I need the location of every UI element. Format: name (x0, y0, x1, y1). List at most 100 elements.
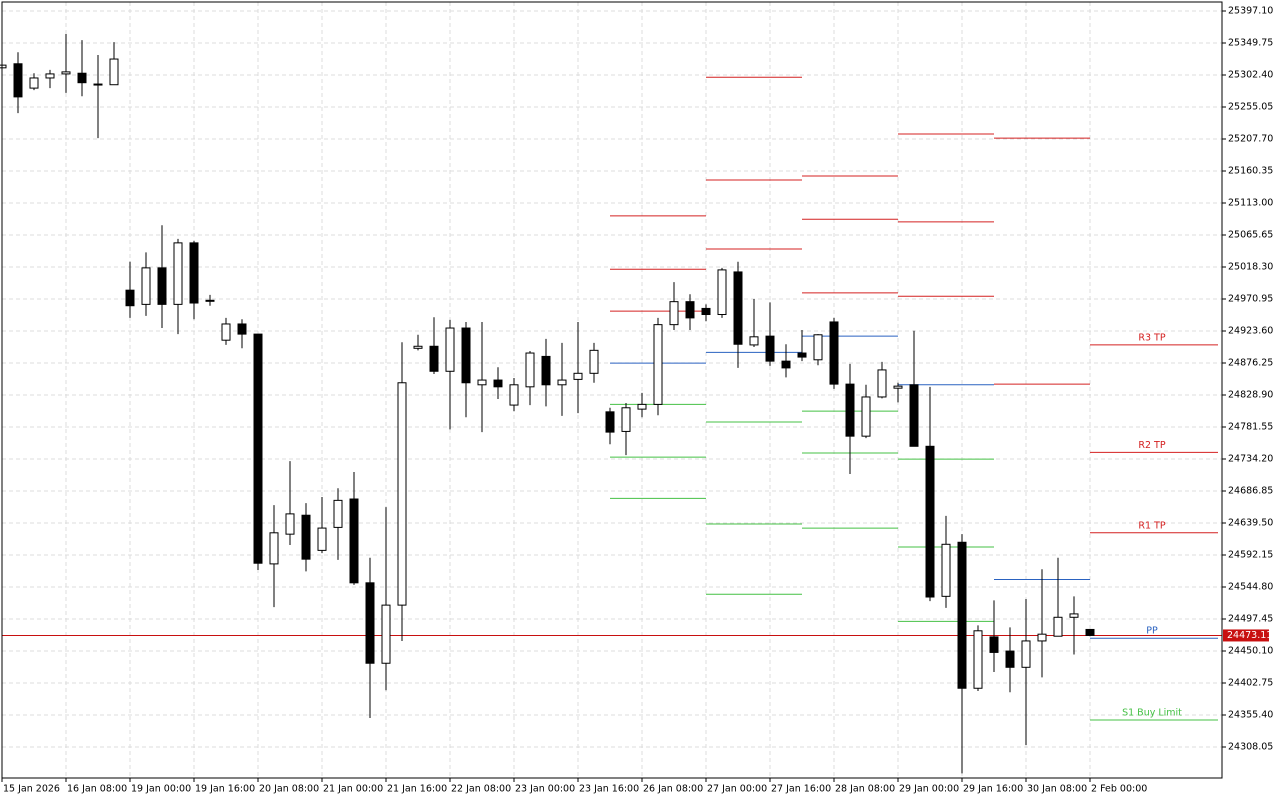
candle-body (989, 636, 999, 653)
candle-body (1037, 633, 1047, 642)
candle-body (317, 527, 327, 551)
y-tick-label: 24308.05 (1228, 742, 1273, 753)
y-tick-label: 25255.05 (1228, 101, 1273, 112)
candle-body (429, 345, 439, 372)
candle-body (957, 541, 967, 689)
candle-body (733, 271, 743, 345)
candle-body (29, 77, 39, 89)
candle-body (157, 267, 167, 305)
x-tick-label: 15 Jan 2026 (3, 784, 60, 795)
last-price-label: 24473.11 (1227, 630, 1272, 641)
x-tick-label: 20 Jan 08:00 (259, 784, 319, 795)
x-tick-label: 21 Jan 16:00 (387, 784, 447, 795)
candle-body (397, 382, 407, 606)
x-tick-label: 23 Jan 16:00 (579, 784, 639, 795)
candle-body (893, 385, 903, 389)
candle-body (525, 352, 535, 388)
candle-body (781, 360, 791, 369)
candle-body (653, 324, 663, 405)
candle-body (845, 383, 855, 437)
candle-body (365, 582, 375, 664)
candle-body (605, 411, 615, 433)
candle-body (573, 372, 583, 380)
candle-body (77, 72, 87, 84)
x-tick-label: 19 Jan 00:00 (131, 784, 191, 795)
pivot-label: PP (1146, 626, 1158, 637)
y-tick-label: 24639.50 (1228, 518, 1273, 529)
candle-body (285, 513, 295, 535)
candle-body (237, 323, 247, 335)
y-tick-label: 25349.75 (1228, 37, 1273, 48)
candle-body (0, 64, 7, 69)
candle-body (93, 83, 103, 86)
candle-body (461, 327, 471, 384)
candle-body (941, 543, 951, 597)
candle-body (797, 352, 807, 358)
y-tick-label: 24923.60 (1228, 325, 1273, 336)
candle-body (813, 334, 823, 361)
x-tick-label: 26 Jan 08:00 (643, 784, 703, 795)
candle-body (253, 333, 263, 564)
y-tick-label: 24734.20 (1228, 454, 1273, 465)
x-tick-label: 27 Jan 00:00 (707, 784, 767, 795)
candle-body (909, 384, 919, 447)
y-tick-label: 24592.15 (1228, 550, 1273, 561)
candle-body (717, 269, 727, 316)
candle-body (589, 349, 599, 374)
candle-body (829, 321, 839, 385)
candle-body (61, 71, 71, 75)
pivot-label: R2 TP (1138, 440, 1165, 451)
candle-body (925, 445, 935, 598)
x-tick-label: 30 Jan 08:00 (1027, 784, 1087, 795)
x-tick-label: 16 Jan 08:00 (67, 784, 127, 795)
candle-body (621, 407, 631, 432)
candle-body (13, 63, 23, 98)
candle-body (557, 379, 567, 386)
candle-body (669, 301, 679, 326)
x-tick-label: 27 Jan 16:00 (771, 784, 831, 795)
x-tick-label: 2 Feb 00:00 (1091, 784, 1147, 795)
pivot-label: S1 Buy Limit (1122, 708, 1182, 719)
candle-body (45, 73, 55, 79)
plot: R1 TP R2 TP R3 TP PP S1 Buy Limit (0, 34, 1222, 774)
y-tick-label: 24355.40 (1228, 710, 1273, 721)
candle-body (141, 267, 151, 305)
candle-body (1085, 628, 1095, 636)
candle-body (701, 307, 711, 316)
candle-body (1005, 650, 1015, 668)
y-tick-label: 24970.95 (1228, 293, 1273, 304)
y-tick-label: 25018.30 (1228, 261, 1273, 272)
candle-body (109, 58, 119, 86)
y-tick-label: 25302.40 (1228, 69, 1273, 80)
last-price-box (1223, 629, 1269, 642)
candle-body (861, 396, 871, 437)
candle-body (973, 630, 983, 689)
candle-body (381, 604, 391, 664)
candle-body (445, 327, 455, 372)
y-tick-label: 24450.10 (1228, 646, 1273, 657)
y-tick-label: 25207.70 (1228, 133, 1273, 144)
candle-body (477, 379, 487, 386)
candle-body (413, 345, 423, 349)
candle-body (173, 242, 183, 305)
x-tick-label: 28 Jan 08:00 (835, 784, 895, 795)
candle-body (765, 335, 775, 362)
candle-body (1053, 616, 1063, 637)
y-tick-label: 24876.25 (1228, 358, 1273, 369)
y-tick-label: 25397.10 (1228, 5, 1273, 16)
pivot-label: R1 TP (1138, 520, 1165, 531)
candle-body (493, 379, 503, 388)
candle-body (749, 336, 759, 346)
candle-body (205, 299, 215, 302)
y-tick-label: 24686.85 (1228, 486, 1273, 497)
candle-body (1021, 640, 1031, 668)
candle-body (269, 532, 279, 565)
y-tick-label: 25113.00 (1228, 197, 1273, 208)
y-tick-label: 24402.75 (1228, 678, 1273, 689)
candle-body (349, 498, 359, 584)
pivot-label: R3 TP (1138, 332, 1165, 343)
y-tick-label: 24781.55 (1228, 422, 1273, 433)
y-tick-label: 24828.90 (1228, 390, 1273, 401)
